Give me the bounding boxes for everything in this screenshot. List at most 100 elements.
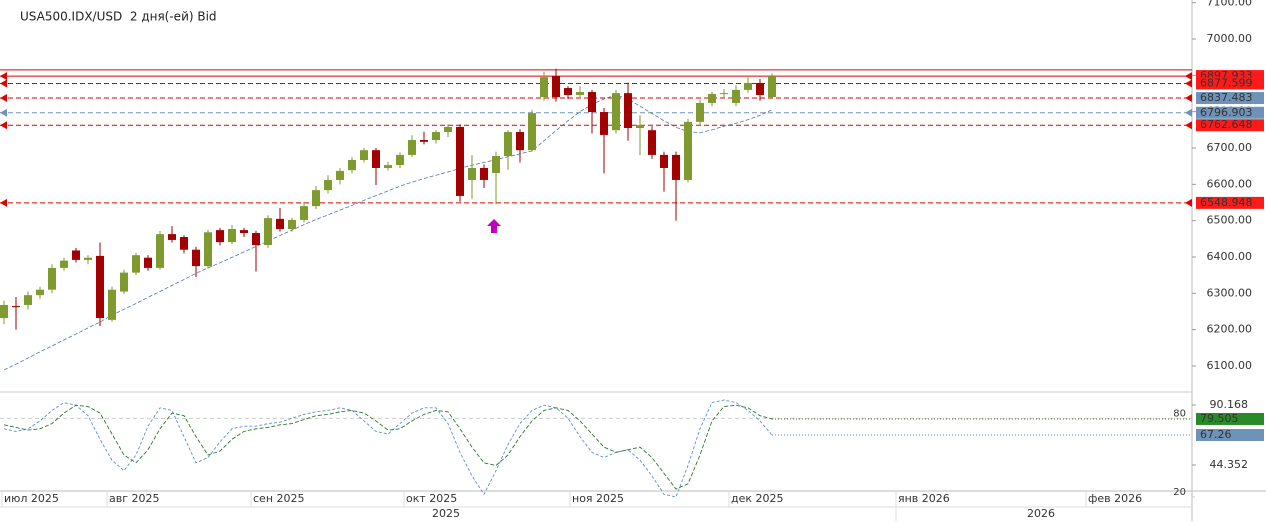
candle-body bbox=[612, 93, 620, 131]
level-arrow bbox=[1185, 94, 1192, 103]
candle-body bbox=[180, 237, 188, 250]
candle-body bbox=[48, 267, 56, 290]
year-label: 2026 bbox=[1027, 507, 1055, 520]
candle-body bbox=[660, 154, 668, 168]
candle-body bbox=[672, 154, 680, 180]
candle-body bbox=[24, 295, 32, 305]
level-arrow bbox=[1185, 198, 1192, 207]
level-arrow bbox=[0, 72, 7, 81]
candle-body bbox=[588, 92, 596, 113]
candle-body bbox=[408, 140, 416, 155]
level-arrow bbox=[0, 108, 7, 117]
year-label: 2025 bbox=[432, 507, 460, 520]
candle-body bbox=[216, 230, 224, 243]
osc-value-label: 79.505 bbox=[1200, 412, 1239, 425]
candle-body bbox=[204, 232, 212, 267]
candle-body bbox=[108, 289, 116, 320]
candle-body bbox=[624, 93, 632, 129]
candle-body bbox=[600, 112, 608, 135]
level-arrow bbox=[1185, 108, 1192, 117]
candle-body bbox=[72, 250, 80, 260]
level-arrow bbox=[0, 79, 7, 88]
candle-body bbox=[84, 257, 92, 260]
x-tick-label: авг 2025 bbox=[109, 492, 160, 505]
candle-body bbox=[744, 82, 752, 90]
osc-level-label: 80 bbox=[1173, 408, 1186, 419]
candle-body bbox=[768, 76, 776, 98]
candle-body bbox=[420, 140, 428, 142]
candle-body bbox=[564, 88, 572, 95]
osc-y-tick-label: 90.168 bbox=[1210, 398, 1249, 411]
signal-arrow bbox=[487, 219, 501, 233]
level-label: 6877.599 bbox=[1200, 76, 1253, 89]
x-tick-label: сен 2025 bbox=[253, 492, 305, 505]
candle-body bbox=[12, 306, 20, 308]
candle-body bbox=[732, 89, 740, 103]
candle-body bbox=[360, 150, 368, 160]
candle-body bbox=[432, 132, 440, 141]
candle-body bbox=[312, 190, 320, 207]
candle-body bbox=[480, 167, 488, 180]
candle-body bbox=[132, 255, 140, 273]
candle-body bbox=[648, 130, 656, 155]
candle-body bbox=[708, 93, 716, 103]
y-tick-label: 6300.00 bbox=[1207, 286, 1253, 299]
level-arrow bbox=[1185, 72, 1192, 81]
candle-body bbox=[288, 219, 296, 230]
y-tick-label: 7100.00 bbox=[1207, 0, 1253, 9]
candle-body bbox=[228, 229, 236, 243]
candle-body bbox=[96, 255, 104, 319]
x-tick-label: дек 2025 bbox=[731, 492, 784, 505]
x-tick-label: фев 2026 bbox=[1088, 492, 1142, 505]
level-label-box bbox=[1196, 106, 1264, 119]
y-tick-label: 6700.00 bbox=[1207, 141, 1253, 154]
candle-body bbox=[444, 126, 452, 133]
candle-body bbox=[324, 179, 332, 191]
candle-body bbox=[456, 126, 464, 196]
candle-body bbox=[336, 170, 344, 180]
osc-level-label: 20 bbox=[1173, 487, 1186, 498]
level-arrow bbox=[0, 198, 7, 207]
level-arrow bbox=[0, 121, 7, 130]
level-label-box bbox=[1196, 119, 1264, 132]
x-tick-label: ноя 2025 bbox=[572, 492, 624, 505]
candle-body bbox=[120, 272, 128, 292]
candle-body bbox=[552, 76, 560, 98]
y-tick-label: 6200.00 bbox=[1207, 323, 1253, 336]
chart-title: USA500.IDX/USD 2 дня(-ей) Bid bbox=[20, 10, 217, 24]
candle-body bbox=[468, 167, 476, 180]
candle-body bbox=[144, 257, 152, 268]
candle-body bbox=[348, 159, 356, 171]
x-tick-label: июл 2025 bbox=[4, 492, 59, 505]
candle-body bbox=[156, 234, 164, 268]
osc-y-tick-label: 44.352 bbox=[1210, 458, 1249, 471]
candle-body bbox=[372, 150, 380, 168]
candle-body bbox=[60, 260, 68, 268]
x-tick-label: янв 2026 bbox=[898, 492, 950, 505]
level-label-box bbox=[1196, 77, 1264, 90]
level-label: 6762.648 bbox=[1200, 118, 1253, 131]
level-label-box bbox=[1196, 92, 1264, 105]
x-tick-label: окт 2025 bbox=[406, 492, 457, 505]
candle-body bbox=[492, 155, 500, 174]
candle-body bbox=[396, 154, 404, 166]
osc-value-box bbox=[1196, 412, 1264, 425]
candle-body bbox=[720, 93, 728, 95]
candle-body bbox=[504, 132, 512, 156]
osc-value-box bbox=[1196, 429, 1264, 441]
y-tick-label: 6600.00 bbox=[1207, 177, 1253, 190]
candle-body bbox=[264, 218, 272, 246]
level-label: 6548.948 bbox=[1200, 196, 1253, 209]
candle-body bbox=[0, 304, 8, 319]
level-arrow bbox=[1185, 79, 1192, 88]
candle-body bbox=[168, 234, 176, 240]
osc-line bbox=[3, 404, 773, 490]
candle-body bbox=[384, 165, 392, 168]
level-label: 6837.483 bbox=[1200, 91, 1253, 104]
y-tick-label: 6500.00 bbox=[1207, 214, 1253, 227]
candle-body bbox=[516, 132, 524, 151]
candle-body bbox=[240, 230, 248, 234]
candle-body bbox=[528, 113, 536, 151]
level-arrow bbox=[1185, 121, 1192, 130]
